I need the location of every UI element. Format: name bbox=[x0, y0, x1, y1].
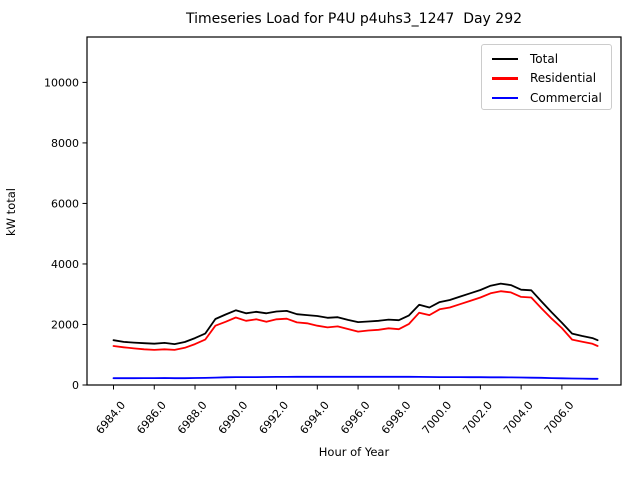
y-tick-label: 8000 bbox=[51, 137, 79, 150]
series-line-commercial bbox=[112, 375, 599, 380]
x-tick-label: 6994.0 bbox=[297, 399, 332, 437]
legend-entry-residential: Residential bbox=[490, 69, 611, 89]
legend-entry-commercial: Commercial bbox=[490, 88, 611, 108]
legend-line-commercial-icon bbox=[492, 96, 518, 99]
legend-entry-total: Total bbox=[490, 49, 611, 69]
legend-label-total: Total bbox=[530, 51, 559, 66]
chart-title: Timeseries Load for P4U p4uhs3_1247 Day … bbox=[185, 11, 523, 27]
x-tick-label: 6986.0 bbox=[134, 399, 169, 437]
legend-line-residential-icon bbox=[492, 77, 518, 80]
axes-frame bbox=[86, 36, 622, 386]
x-tick-label: 6984.0 bbox=[93, 399, 128, 437]
legend: Total Residential Commercial bbox=[481, 44, 612, 110]
x-tick-label: 6992.0 bbox=[257, 399, 292, 437]
legend-line-total-icon bbox=[492, 57, 518, 60]
x-tick-label: 7006.0 bbox=[542, 399, 577, 437]
x-tick-label: 7000.0 bbox=[420, 399, 455, 437]
y-axis-label: kW total bbox=[4, 188, 18, 236]
y-tick-label: 0 bbox=[72, 379, 79, 392]
series-line-total bbox=[112, 282, 599, 346]
legend-label-commercial: Commercial bbox=[530, 90, 602, 105]
x-tick-label: 7004.0 bbox=[501, 399, 536, 437]
y-tick-label: 6000 bbox=[51, 197, 79, 210]
legend-label-residential: Residential bbox=[530, 71, 597, 86]
y-tick-label: 2000 bbox=[51, 318, 79, 331]
x-tick-label: 6998.0 bbox=[379, 399, 414, 437]
x-tick-label: 7002.0 bbox=[460, 399, 495, 437]
series-line-residential bbox=[112, 290, 599, 351]
y-tick-label: 10000 bbox=[44, 76, 79, 89]
x-tick-label: 6990.0 bbox=[216, 399, 251, 437]
x-tick-label: 6988.0 bbox=[175, 399, 210, 437]
x-axis-label: Hour of Year bbox=[318, 445, 390, 459]
x-tick-label: 6996.0 bbox=[338, 399, 373, 437]
y-tick-label: 4000 bbox=[51, 258, 79, 271]
